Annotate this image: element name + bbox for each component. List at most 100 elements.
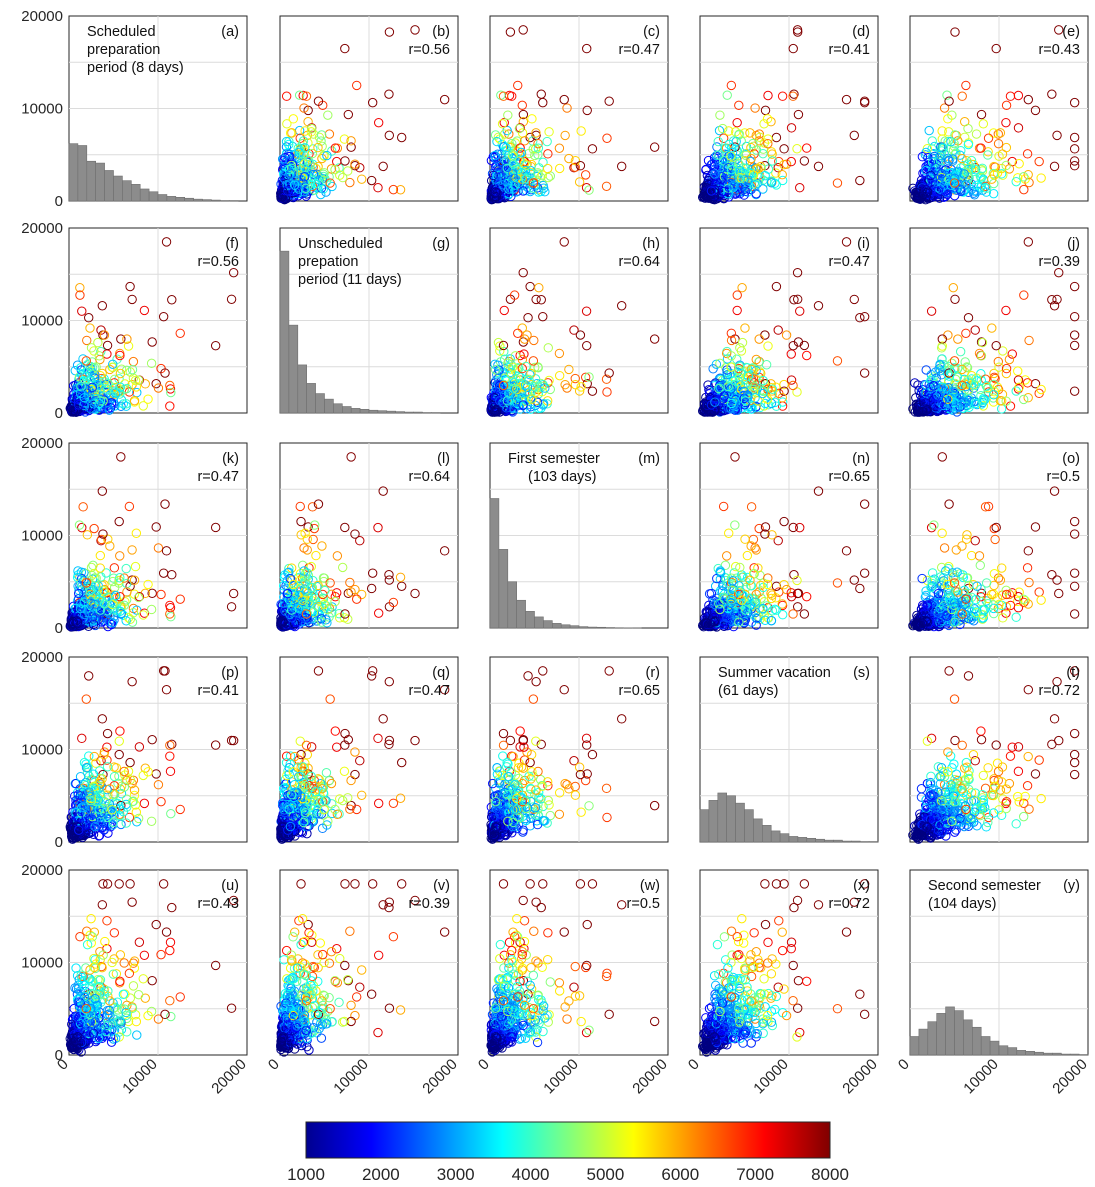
- scatter-point: [533, 149, 543, 160]
- variable-title-line: period (11 days): [298, 272, 402, 288]
- histogram-bar: [404, 411, 414, 414]
- scatter-point: [510, 180, 520, 190]
- scatter-point: [559, 94, 569, 105]
- scatter-point: [323, 110, 333, 120]
- histogram-bar: [113, 175, 123, 202]
- scatter-point: [410, 25, 420, 35]
- scatter-point: [317, 141, 327, 152]
- scatter-point: [289, 180, 300, 190]
- scatter-point: [495, 168, 505, 179]
- scatter-point: [305, 159, 315, 169]
- scatter-point: [281, 91, 292, 101]
- scatter-point: [378, 161, 388, 172]
- y-tick-label: 0: [55, 193, 63, 210]
- scatter-point: [366, 175, 377, 186]
- panel-e: r=0.43(e): [908, 15, 1089, 205]
- histogram-bar: [306, 383, 316, 414]
- scatter-point: [280, 153, 290, 163]
- variable-title-line: period (8 days): [87, 60, 184, 76]
- scatter-point: [297, 173, 308, 183]
- correlation-label: r=0.47: [618, 42, 660, 58]
- scatter-point: [313, 96, 324, 106]
- scatter-point: [285, 180, 295, 190]
- scatter-point: [519, 159, 530, 169]
- scatter-point: [303, 138, 313, 148]
- scatter-point: [518, 186, 528, 196]
- scatter-point: [499, 129, 510, 139]
- scatter-point: [540, 186, 550, 197]
- y-tick-label: 20000: [21, 435, 63, 452]
- scatter-point: [855, 175, 865, 186]
- scatter-point: [295, 133, 305, 143]
- histogram-bar: [211, 199, 221, 202]
- scatter-point: [536, 89, 546, 99]
- scatter-point: [525, 132, 535, 143]
- scatter-point: [287, 128, 297, 138]
- scatter-point: [542, 163, 553, 174]
- scatter-point: [286, 163, 297, 173]
- y-tick-label: 10000: [21, 101, 63, 118]
- scatter-point: [508, 150, 519, 160]
- scatter-point: [582, 43, 592, 54]
- scatter-point: [367, 97, 378, 108]
- scatter-point: [498, 91, 509, 101]
- scatter-point: [298, 90, 308, 101]
- scatter-point: [533, 168, 543, 178]
- scatter-point: [330, 164, 340, 175]
- histogram-bar: [359, 408, 370, 414]
- scatter-point: [306, 123, 317, 134]
- scatter-point: [533, 143, 544, 153]
- scatter-point: [792, 144, 802, 154]
- scatter-point: [604, 96, 614, 106]
- histogram-bar: [324, 398, 334, 414]
- scatter-point: [766, 117, 776, 127]
- correlation-label: r=0.47: [197, 469, 239, 485]
- panel-c: r=0.47(c): [486, 15, 669, 205]
- scatter-point: [299, 172, 310, 182]
- scatter-point: [490, 130, 501, 140]
- scatter-point: [515, 123, 525, 133]
- panel-letter: (j): [1067, 236, 1080, 252]
- scatter-point: [513, 80, 523, 91]
- scatter-point: [302, 165, 312, 176]
- scatter-point: [740, 128, 750, 138]
- scatter-point: [488, 170, 499, 181]
- scatter-point: [781, 159, 792, 169]
- histogram-bar: [77, 145, 88, 202]
- scatter-point: [530, 181, 541, 191]
- correlation-label: r=0.39: [1038, 254, 1080, 270]
- scatter-point: [527, 114, 537, 124]
- scatter-point: [771, 168, 781, 178]
- scatter-point: [732, 117, 742, 128]
- scatter-point: [526, 172, 536, 183]
- histogram-bar: [122, 180, 132, 202]
- y-tick-label: 0: [55, 620, 63, 637]
- scatter-point: [373, 183, 383, 193]
- scatter-point: [282, 119, 292, 129]
- scatter-point: [535, 172, 546, 183]
- histogram-bar: [386, 410, 396, 414]
- scatter-point: [528, 183, 539, 194]
- scatter-point: [514, 123, 525, 134]
- correlation-label: r=0.64: [618, 254, 660, 270]
- histogram-bar: [315, 393, 325, 414]
- scatter-point: [562, 103, 572, 113]
- scatter-point: [763, 134, 773, 144]
- correlation-label: r=0.56: [408, 42, 450, 58]
- variable-title-line: Unscheduled: [298, 236, 383, 252]
- histogram-bar: [104, 170, 114, 202]
- scatter-point: [849, 130, 859, 141]
- scatter-point: [343, 166, 353, 176]
- scatter-point: [355, 163, 365, 173]
- histogram-bar: [148, 191, 159, 202]
- scatter-point: [531, 128, 541, 138]
- scatter-point: [299, 103, 309, 113]
- scatter-point: [345, 177, 355, 188]
- scatter-point: [494, 157, 505, 167]
- scatter-point: [388, 184, 399, 195]
- histogram-bar: [288, 324, 299, 414]
- scatter-point: [501, 143, 511, 153]
- scatter-point: [576, 126, 586, 136]
- scatter-point: [813, 161, 824, 172]
